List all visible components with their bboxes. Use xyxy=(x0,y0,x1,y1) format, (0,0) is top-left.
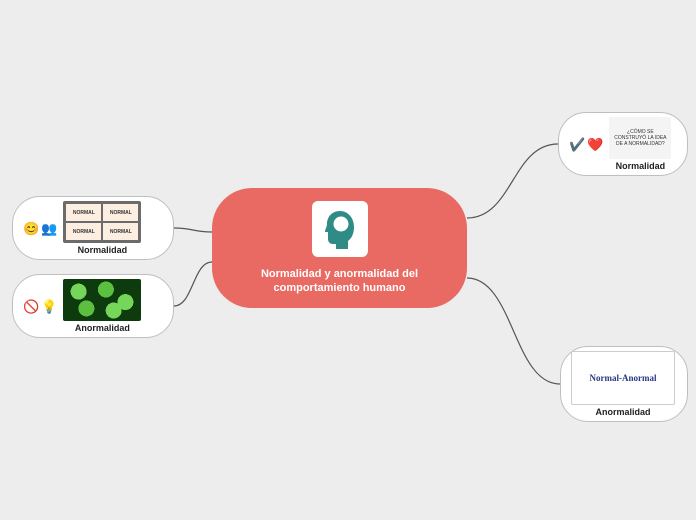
node-label: Normalidad xyxy=(616,161,666,171)
central-title: Normalidad y anormalidad del comportamie… xyxy=(250,267,430,296)
node-thumbnail: NORMALNORMALNORMALNORMAL xyxy=(63,201,141,243)
emoji-icon: ✔️ xyxy=(569,138,585,151)
emoji-icon: 🚫 xyxy=(23,300,39,313)
mindmap-node-top-right[interactable]: ✔️❤️ ¿CÓMO SE CONSTRUYÓ LA IDEA DE A NORM… xyxy=(558,112,688,176)
mindmap-node-left-top[interactable]: 😊👥 NORMALNORMALNORMALNORMAL Normalidad xyxy=(12,196,174,260)
node-label: Anormalidad xyxy=(75,323,130,333)
central-node[interactable]: Normalidad y anormalidad del comportamie… xyxy=(212,188,467,308)
node-inner: NORMALNORMALNORMALNORMAL Normalidad xyxy=(63,201,141,255)
node-thumbnail xyxy=(63,279,141,321)
node-thumbnail: Normal-Anormal xyxy=(571,351,675,405)
mindmap-node-left-bottom[interactable]: 🚫💡 Anormalidad xyxy=(12,274,174,338)
node-inner: ¿CÓMO SE CONSTRUYÓ LA IDEA DE A NORMALID… xyxy=(609,117,671,171)
emoji-icon: ❤️ xyxy=(587,138,603,151)
node-inner: Anormalidad xyxy=(63,279,141,333)
emoji-icon: 👥 xyxy=(41,222,57,235)
node-emoji-row: ✔️❤️ xyxy=(569,138,603,151)
node-inner: Normal-Anormal Anormalidad xyxy=(571,351,675,417)
node-emoji-row: 🚫💡 xyxy=(23,300,57,313)
node-label: Anormalidad xyxy=(595,407,650,417)
brain-head-icon xyxy=(312,201,368,257)
node-emoji-row: 😊👥 xyxy=(23,222,57,235)
node-label: Normalidad xyxy=(78,245,128,255)
emoji-icon: 😊 xyxy=(23,222,39,235)
emoji-icon: 💡 xyxy=(41,300,57,313)
mindmap-node-bottom-right[interactable]: Normal-Anormal Anormalidad xyxy=(560,346,688,422)
node-thumbnail: ¿CÓMO SE CONSTRUYÓ LA IDEA DE A NORMALID… xyxy=(609,117,671,159)
